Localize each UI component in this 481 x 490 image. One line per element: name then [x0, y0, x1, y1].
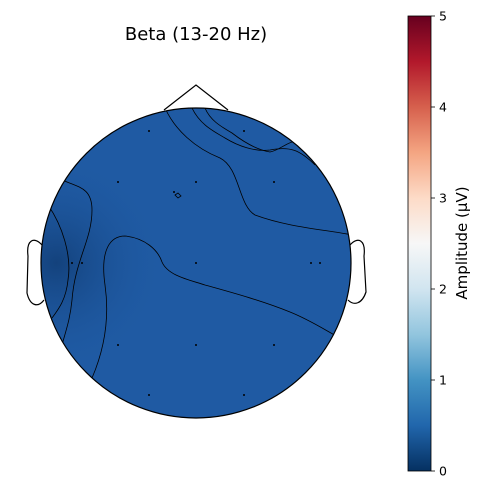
colorbar-tick-label: 3 — [439, 191, 447, 206]
colorbar-label: Amplitude (μV) — [453, 186, 471, 299]
sensor-dot — [310, 262, 312, 264]
sensor-dot — [173, 191, 175, 193]
colorbar-gradient — [407, 15, 432, 472]
sensor-dot — [71, 262, 73, 264]
contour-line — [164, 108, 351, 236]
sensor-dot — [117, 344, 119, 346]
contour-line — [204, 108, 299, 153]
sensor-dot — [117, 181, 119, 183]
chart-title: Beta (13-20 Hz) — [125, 24, 267, 45]
colorbar: 0 1 2 3 4 5 Amplitude (μV) — [407, 9, 471, 479]
head-left-ear — [26, 239, 45, 306]
contour-line — [174, 192, 182, 199]
sensor-dot — [195, 262, 197, 264]
colorbar-tick-label: 5 — [439, 9, 447, 24]
colorbar-tick-label: 1 — [439, 373, 447, 388]
contour-line — [47, 204, 70, 319]
head-right-ear — [347, 239, 367, 304]
sensor-dot — [273, 181, 275, 183]
sensor-dot — [148, 394, 150, 396]
head-outline — [40, 107, 352, 419]
sensor-markers — [71, 130, 321, 396]
colorbar-tick-label: 4 — [439, 100, 447, 115]
sensor-dot — [243, 394, 245, 396]
colorbar-tick-label: 0 — [439, 464, 447, 479]
contour-line — [191, 108, 316, 166]
colorbar-ticks: 0 1 2 3 4 5 — [431, 9, 447, 479]
sensor-dot — [319, 262, 321, 264]
head-nose — [163, 84, 229, 111]
sensor-dot — [195, 344, 197, 346]
sensor-dot — [273, 344, 275, 346]
contour-line — [54, 174, 93, 346]
sensor-dot — [148, 130, 150, 132]
sensor-dot — [243, 130, 245, 132]
colorbar-tick-label: 2 — [439, 282, 447, 297]
sensor-dot — [195, 181, 197, 183]
contour-line — [91, 235, 341, 379]
sensor-dot — [81, 262, 83, 264]
